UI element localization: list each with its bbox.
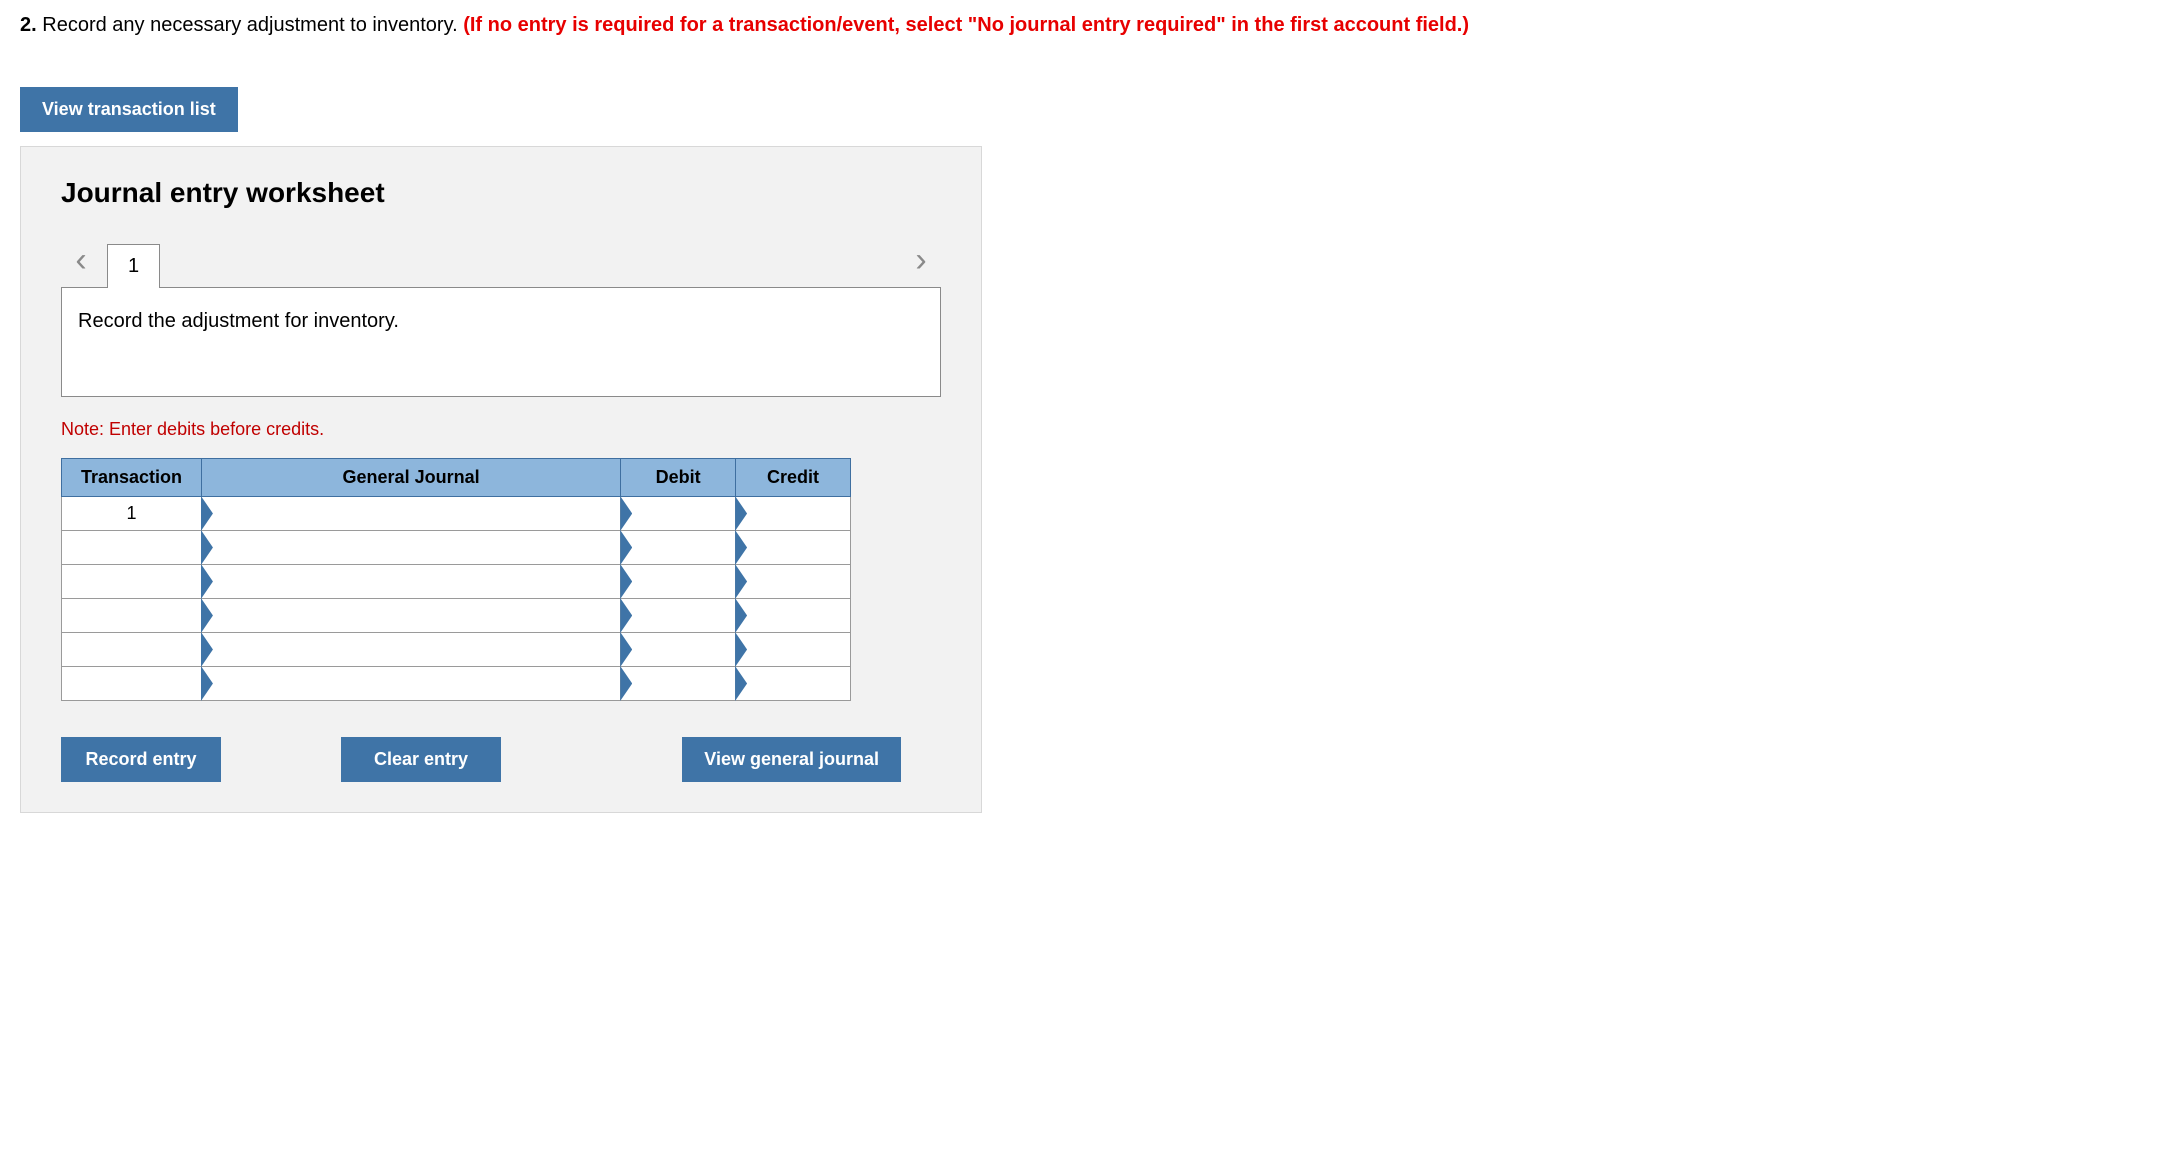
column-header-transaction: Transaction	[62, 459, 202, 497]
table-row	[62, 667, 851, 701]
credit-cell[interactable]	[736, 565, 851, 599]
debit-cell[interactable]	[621, 667, 736, 701]
view-transaction-list-button[interactable]: View transaction list	[20, 87, 238, 132]
table-row	[62, 633, 851, 667]
dropdown-marker-icon	[620, 598, 632, 633]
table-row: 1	[62, 497, 851, 531]
dropdown-marker-icon	[620, 496, 632, 531]
general-journal-cell[interactable]	[201, 599, 620, 633]
debit-cell[interactable]	[621, 633, 736, 667]
transaction-cell	[62, 531, 202, 565]
column-header-credit: Credit	[736, 459, 851, 497]
dropdown-marker-icon	[735, 632, 747, 667]
record-entry-button[interactable]: Record entry	[61, 737, 221, 782]
column-header-general-journal: General Journal	[201, 459, 620, 497]
credit-cell[interactable]	[736, 667, 851, 701]
transaction-cell	[62, 565, 202, 599]
chevron-left-icon[interactable]: ‹	[61, 243, 101, 287]
dropdown-marker-icon	[620, 564, 632, 599]
dropdown-marker-icon	[201, 530, 213, 565]
transaction-cell	[62, 599, 202, 633]
dropdown-marker-icon	[201, 666, 213, 701]
dropdown-marker-icon	[735, 666, 747, 701]
journal-entry-table: Transaction General Journal Debit Credit…	[61, 458, 851, 701]
chevron-right-icon[interactable]: ›	[901, 243, 941, 287]
dropdown-marker-icon	[201, 598, 213, 633]
clear-entry-button[interactable]: Clear entry	[341, 737, 501, 782]
debit-cell[interactable]	[621, 599, 736, 633]
view-general-journal-button[interactable]: View general journal	[682, 737, 901, 782]
table-row	[62, 531, 851, 565]
transaction-description: Record the adjustment for inventory.	[61, 287, 941, 397]
dropdown-marker-icon	[735, 564, 747, 599]
general-journal-cell[interactable]	[201, 531, 620, 565]
credit-cell[interactable]	[736, 599, 851, 633]
dropdown-marker-icon	[201, 632, 213, 667]
question-line: 2. Record any necessary adjustment to in…	[20, 12, 2156, 39]
credit-cell[interactable]	[736, 531, 851, 565]
question-number: 2.	[20, 14, 37, 36]
dropdown-marker-icon	[201, 564, 213, 599]
column-header-debit: Debit	[621, 459, 736, 497]
transaction-cell	[62, 633, 202, 667]
journal-entry-worksheet-panel: Journal entry worksheet ‹ 1 › Record the…	[20, 146, 982, 813]
credit-cell[interactable]	[736, 633, 851, 667]
dropdown-marker-icon	[735, 496, 747, 531]
dropdown-marker-icon	[201, 496, 213, 531]
general-journal-cell[interactable]	[201, 667, 620, 701]
transaction-cell: 1	[62, 497, 202, 531]
general-journal-cell[interactable]	[201, 633, 620, 667]
dropdown-marker-icon	[620, 666, 632, 701]
question-instruction: (If no entry is required for a transacti…	[463, 14, 1469, 36]
dropdown-marker-icon	[620, 530, 632, 565]
transaction-cell	[62, 667, 202, 701]
credit-cell[interactable]	[736, 497, 851, 531]
question-text: Record any necessary adjustment to inven…	[42, 14, 457, 36]
debit-cell[interactable]	[621, 531, 736, 565]
debit-cell[interactable]	[621, 565, 736, 599]
worksheet-tab-nav: ‹ 1 ›	[61, 231, 941, 287]
debit-cell[interactable]	[621, 497, 736, 531]
table-row	[62, 565, 851, 599]
dropdown-marker-icon	[735, 598, 747, 633]
general-journal-cell[interactable]	[201, 565, 620, 599]
worksheet-tab-1[interactable]: 1	[107, 244, 160, 288]
dropdown-marker-icon	[620, 632, 632, 667]
dropdown-marker-icon	[735, 530, 747, 565]
debits-before-credits-note: Note: Enter debits before credits.	[61, 419, 941, 440]
table-row	[62, 599, 851, 633]
general-journal-cell[interactable]	[201, 497, 620, 531]
worksheet-button-row: Record entry Clear entry View general jo…	[61, 737, 901, 782]
worksheet-title: Journal entry worksheet	[61, 177, 941, 209]
